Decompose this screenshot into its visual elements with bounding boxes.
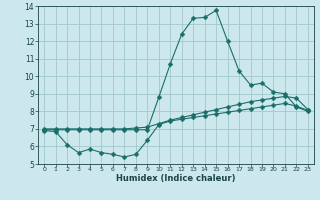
X-axis label: Humidex (Indice chaleur): Humidex (Indice chaleur) <box>116 174 236 183</box>
